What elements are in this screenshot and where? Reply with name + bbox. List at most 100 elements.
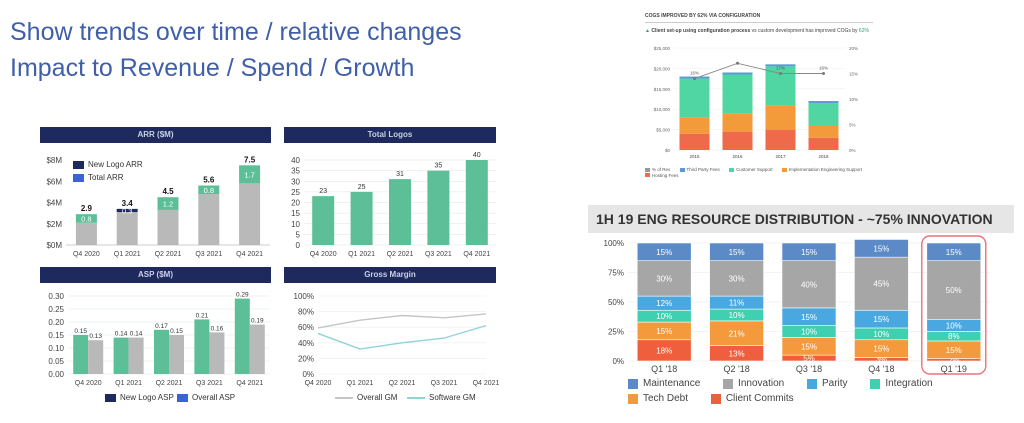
logos-xtick: Q1 2021 — [348, 251, 375, 258]
cogs-bar-segment — [722, 72, 753, 75]
asp-label-new: 0.14 — [115, 331, 128, 338]
cogs-note-pct: 62% — [858, 28, 869, 34]
gm-ytick: 40% — [298, 339, 314, 348]
gm-ytick: 60% — [298, 323, 314, 332]
asp-legend-overall: Overall ASP — [177, 393, 235, 402]
logos-value-label: 35 — [435, 163, 443, 170]
asp-ytick: 0.15 — [48, 331, 64, 340]
asp-legend-new: New Logo ASP — [105, 393, 174, 402]
logos-ytick: 25 — [291, 188, 300, 197]
eng-bar-segment — [636, 242, 692, 262]
eng-segment-label: 10% — [801, 328, 817, 337]
arr-legend-total: Total ARR — [73, 173, 124, 182]
arr-ytick: $0M — [46, 241, 62, 250]
arr-bar-base — [239, 183, 261, 245]
cogs-divider — [645, 22, 873, 23]
cogs-pct-label: 17% — [776, 66, 785, 71]
cogs-pct-point — [693, 77, 696, 81]
eng-ytick: 75% — [608, 269, 624, 278]
cogs-pct-point — [779, 72, 782, 75]
gm-ytick: 100% — [294, 292, 314, 301]
asp-xtick: Q2 2021 — [156, 380, 183, 387]
eng-bar-segment — [854, 239, 909, 258]
cogs-bar-segment — [765, 105, 796, 130]
cogs-bar-segment — [808, 103, 839, 126]
gm-xtick: Q2 2021 — [389, 380, 416, 387]
gm-ytick: 20% — [298, 354, 314, 363]
cogs-bar-segment — [679, 133, 710, 150]
asp-label-overall: 0.14 — [130, 331, 143, 338]
logos-panel-title: Total Logos — [284, 127, 496, 143]
eng-bar-segment — [926, 242, 982, 262]
cogs-xtick: 2015 — [689, 154, 700, 159]
eng-bar-segment — [781, 242, 837, 262]
logos-xtick: Q4 2021 — [463, 251, 490, 258]
logos-value-label: 31 — [396, 171, 404, 178]
cogs-xtick: 2016 — [732, 154, 743, 159]
cogs-note-rest: vs custom development has improved COGs … — [751, 28, 858, 34]
eng-segment-label: 15% — [873, 315, 889, 324]
arr-xtick: Q3 2021 — [195, 251, 222, 258]
cogs-title: COGS IMPROVED BY 62% VIA CONFIGURATION — [645, 13, 761, 19]
cogs-ytick-left: $25,000 — [654, 46, 671, 51]
eng-segment-label: 12% — [656, 299, 672, 308]
eng-bar-segment — [926, 260, 982, 321]
gm-chart: 0% 20% 40% 60% 80% 100% Q4 2020 Q1 2021 Q2 2021 Q… — [294, 292, 500, 387]
eng-segment-label: 15% — [801, 313, 817, 322]
arr-xtick: Q2 2021 — [155, 251, 182, 258]
asp-label-new: 0.29 — [236, 292, 249, 299]
cogs-ytick-right: 0% — [849, 148, 856, 153]
asp-xtick: Q3 2021 — [196, 380, 223, 387]
asp-label-new: 0.17 — [155, 323, 168, 330]
eng-legend-integration: Integration — [870, 378, 933, 389]
arr-total-label: 4.5 — [162, 187, 174, 196]
eng-segment-label: 15% — [946, 248, 962, 257]
cogs-note-lead: Client set-up using configuration proces… — [651, 28, 751, 34]
gm-line-overall — [317, 313, 487, 329]
arr-bar-new — [157, 197, 179, 210]
cogs-bar-segment — [765, 129, 796, 150]
arr-total-label: 5.6 — [203, 176, 215, 185]
arr-panel-title: ARR ($M) — [40, 127, 271, 143]
arr-segment-label: 0.8 — [204, 186, 214, 195]
eng-segment-label: 30% — [729, 274, 745, 283]
headline-line-2: Impact to Revenue / Spend / Growth — [10, 54, 415, 82]
asp-xtick: Q4 2021 — [236, 380, 263, 387]
logos-ytick: 20 — [291, 199, 300, 208]
asp-bar-new — [113, 337, 129, 374]
eng-segment-label: 45% — [873, 280, 889, 289]
asp-ytick: 0.25 — [48, 305, 64, 314]
eng-segment-label: 15% — [656, 327, 672, 336]
logos-value-label: 25 — [358, 184, 366, 191]
eng-segment-label: 3% — [876, 355, 888, 364]
eng-segment-label: 15% — [946, 346, 962, 355]
asp-ytick: 0.30 — [48, 292, 64, 301]
asp-xtick: Q1 2021 — [115, 380, 142, 387]
asp-bar-new — [234, 298, 250, 374]
eng-segment-label: 15% — [656, 248, 672, 257]
gm-xtick: Q1 2021 — [347, 380, 374, 387]
cogs-chart: $0 $5,000 $10,000 $15,000 $20,000 $25,000 0% 5%… — [654, 46, 858, 159]
gm-xtick: Q4 2020 — [305, 380, 332, 387]
gm-legend-overall: Overall GM — [335, 393, 397, 402]
eng-segment-label: 50% — [946, 286, 962, 295]
asp-bar-new — [73, 335, 89, 374]
arr-segment-label: 1.2 — [163, 200, 173, 209]
cogs-bar-segment — [722, 113, 753, 132]
eng-segment-label: 10% — [946, 322, 962, 331]
arr-bar-base — [157, 209, 179, 245]
eng-bar-segment — [636, 260, 692, 297]
asp-chart: 0.000.050.100.150.200.250.300.150.13 0.14… — [48, 292, 270, 387]
eng-segment-label: 15% — [873, 345, 889, 354]
cogs-ytick-left: $10,000 — [654, 107, 671, 112]
eng-segment-label: 5% — [803, 354, 815, 363]
eng-segment-label: 10% — [873, 330, 889, 339]
cogs-note: ▲ Client set-up using configuration proc… — [645, 28, 869, 34]
logos-bar — [389, 179, 411, 245]
cogs-bar-segment — [808, 137, 839, 150]
asp-label-new: 0.15 — [74, 328, 87, 335]
cogs-pct-point — [736, 61, 739, 65]
asp-label-overall: 0.19 — [251, 318, 264, 325]
logos-ytick: 10 — [291, 220, 300, 229]
eng-legend: Maintenance Innovation Parity Integratio… — [628, 378, 988, 408]
